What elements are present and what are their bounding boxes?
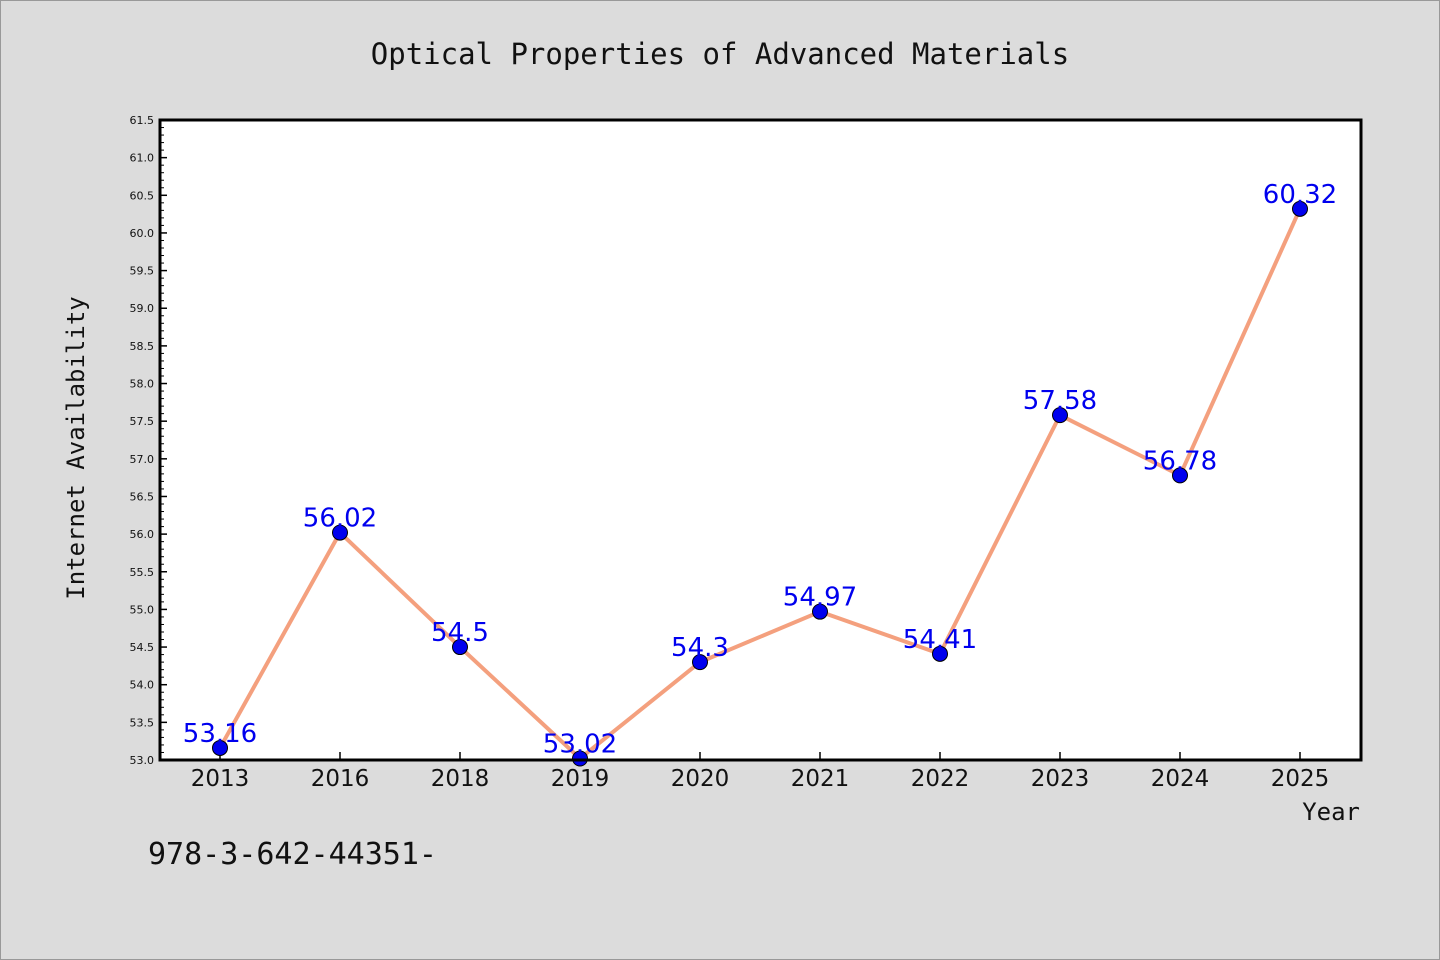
y-tick-label: 60.0: [130, 227, 155, 240]
x-tick-label: 2018: [431, 766, 490, 792]
x-tick-label: 2025: [1271, 766, 1330, 792]
x-axis: 2013 2016 2018 2019 2020 2021 2022 2023 2024 2025: [191, 752, 1330, 792]
y-tick-label: 54.5: [130, 641, 155, 654]
y-tick-label: 61.5: [130, 114, 155, 127]
series-line: [218, 206, 1302, 761]
y-tick-label: 54.0: [130, 679, 155, 692]
y-tick-label: 57.5: [130, 415, 155, 428]
plot-border: [158, 118, 1363, 762]
data-point: [1172, 467, 1188, 484]
data-label: 56.78: [1143, 446, 1217, 476]
y-tick-label: 55.0: [130, 603, 155, 616]
data-point: [452, 639, 468, 656]
data-point: [812, 603, 828, 620]
x-tick-label: 2024: [1151, 766, 1210, 792]
y-tick-label: 59.0: [130, 302, 155, 315]
x-tick-label: 2019: [551, 766, 610, 792]
data-point: [1292, 200, 1308, 217]
y-axis-label: Internet Availability: [62, 296, 90, 599]
data-point: [212, 739, 228, 756]
footer-code: 978-3-642-44351-: [148, 837, 437, 872]
y-tick-label: 61.0: [130, 152, 155, 165]
data-label: 54.97: [783, 583, 857, 613]
data-label: 53.02: [543, 729, 617, 759]
y-tick-label: 55.5: [130, 566, 155, 579]
y-tick-label: 53.5: [130, 716, 155, 729]
y-tick-label: 58.5: [130, 340, 155, 353]
data-point: [932, 645, 948, 662]
data-label: 57.58: [1023, 386, 1097, 416]
x-tick-label: 2016: [311, 766, 370, 792]
plot-area: [160, 120, 1361, 760]
data-labels: 53.16 56.02 54.5 53.02 54.3 54.97 54.41 57.58 56…: [183, 180, 1337, 760]
chart-title: Optical Properties of Advanced Materials: [371, 37, 1069, 71]
data-point: [692, 654, 708, 671]
x-tick-label: 2021: [791, 766, 850, 792]
y-tick-label: 60.5: [130, 189, 155, 202]
y-tick-label: 53.0: [130, 754, 155, 767]
data-label: 56.02: [303, 504, 377, 534]
data-point: [1052, 407, 1068, 424]
y-tick-label: 56.0: [130, 528, 155, 541]
data-label: 53.16: [183, 719, 257, 749]
data-label: 54.41: [903, 625, 977, 655]
y-tick-label: 57.0: [130, 453, 155, 466]
data-point: [572, 750, 588, 767]
data-label: 60.32: [1263, 180, 1337, 210]
data-point: [332, 524, 348, 541]
y-tick-label: 56.5: [130, 490, 155, 503]
x-tick-label: 2013: [191, 766, 250, 792]
x-tick-label: 2023: [1031, 766, 1090, 792]
series-markers: [212, 200, 1308, 767]
data-label: 54.5: [431, 618, 489, 648]
y-tick-label: 58.0: [130, 378, 155, 391]
data-label: 54.3: [671, 633, 729, 663]
x-tick-label: 2022: [911, 766, 970, 792]
y-tick-label: 59.5: [130, 265, 155, 278]
x-axis-label: Year: [1302, 798, 1360, 826]
x-tick-label: 2020: [671, 766, 730, 792]
